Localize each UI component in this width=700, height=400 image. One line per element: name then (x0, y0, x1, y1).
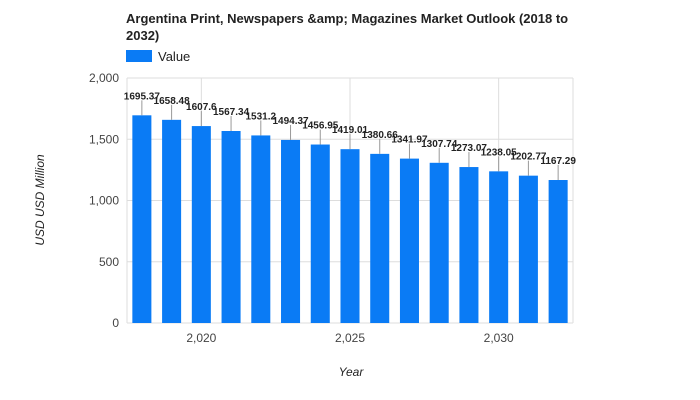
chart-title-line-1: Argentina Print, Newspapers &amp; Magazi… (126, 11, 568, 26)
bar (281, 139, 301, 323)
data-label: 1607.6 (186, 102, 217, 113)
bar (162, 119, 182, 323)
data-label: 1456.95 (302, 121, 339, 132)
y-tick-label: 500 (99, 255, 119, 269)
data-label: 1341.97 (391, 135, 428, 146)
y-axis-label: USD USD Million (33, 154, 47, 246)
legend-label: Value (158, 49, 190, 64)
data-labels: 1695.371658.481607.61567.341531.21494.37… (124, 91, 576, 181)
y-tick-label: 0 (112, 316, 119, 330)
data-label: 1167.29 (540, 156, 576, 167)
x-tick-label: 2,030 (484, 331, 514, 345)
bar (548, 180, 568, 323)
bar (132, 115, 152, 324)
x-axis-ticks: 2,020 2,025 2,030 (186, 331, 514, 345)
data-label: 1273.07 (451, 143, 488, 154)
y-axis-ticks: 0 500 1,000 1,500 2,000 (89, 71, 119, 330)
bar (518, 175, 538, 323)
chart-title-line-2: 2032) (126, 28, 159, 43)
x-axis-label: Year (339, 365, 365, 379)
bar (221, 131, 241, 323)
y-tick-label: 1,500 (89, 132, 119, 146)
bar (310, 144, 330, 323)
x-tick-label: 2,025 (335, 331, 365, 345)
bar (489, 171, 509, 323)
y-tick-label: 2,000 (89, 71, 119, 85)
bar (340, 149, 360, 323)
bar (429, 162, 449, 323)
data-label: 1494.37 (272, 116, 309, 127)
y-tick-label: 1,000 (89, 194, 119, 208)
data-label: 1307.74 (421, 139, 458, 150)
data-label: 1695.37 (124, 91, 161, 102)
data-label: 1419.01 (332, 125, 369, 136)
bar (370, 153, 390, 323)
data-label: 1567.34 (213, 107, 250, 118)
bar (459, 167, 479, 323)
bar (191, 126, 211, 323)
legend-swatch (126, 50, 152, 62)
bars (132, 115, 568, 324)
bar (399, 158, 419, 323)
data-label: 1658.48 (154, 96, 191, 107)
data-label: 1238.05 (481, 147, 518, 158)
data-label: 1202.77 (510, 152, 547, 163)
x-tick-label: 2,020 (186, 331, 216, 345)
bar (251, 135, 271, 323)
data-label: 1380.66 (362, 130, 399, 141)
data-label: 1531.2 (246, 111, 277, 122)
